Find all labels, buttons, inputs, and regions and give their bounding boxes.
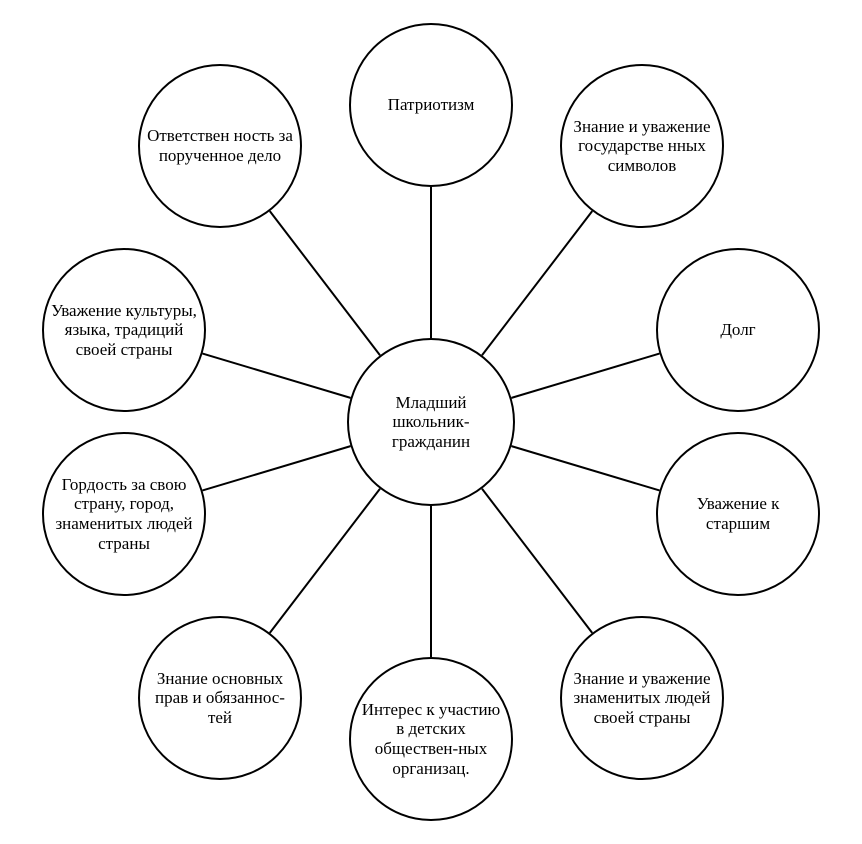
outer-node: Долг — [656, 248, 820, 412]
outer-node: Интерес к участию в детских обществен-ны… — [349, 657, 513, 821]
edge — [482, 489, 592, 633]
outer-node-label: Патриотизм — [357, 95, 505, 115]
center-node: Младший школьник-гражданин — [347, 338, 515, 506]
outer-node-label: Долг — [664, 320, 812, 340]
edge — [511, 446, 659, 490]
outer-node: Знание и уважение знаменитых людей своей… — [560, 616, 724, 780]
outer-node-label: Знание и уважение знаменитых людей своей… — [568, 669, 716, 728]
edge — [270, 489, 380, 633]
outer-node-label: Уважение к старшим — [664, 494, 812, 533]
outer-node: Уважение к старшим — [656, 432, 820, 596]
outer-node-label: Ответствен ность за порученное дело — [146, 126, 294, 165]
edge — [203, 446, 351, 490]
edge — [482, 211, 592, 355]
outer-node: Гордость за свою страну, город, знаменит… — [42, 432, 206, 596]
outer-node: Патриотизм — [349, 23, 513, 187]
outer-node-label: Знание основных прав и обязаннос-тей — [146, 669, 294, 728]
outer-node-label: Гордость за свою страну, город, знаменит… — [50, 475, 198, 553]
outer-node-label: Интерес к участию в детских обществен-ны… — [357, 700, 505, 778]
edge — [270, 211, 380, 355]
center-node-label: Младший школьник-гражданин — [355, 393, 507, 452]
outer-node: Ответствен ность за порученное дело — [138, 64, 302, 228]
edge — [203, 354, 351, 398]
outer-node: Знание основных прав и обязаннос-тей — [138, 616, 302, 780]
outer-node: Уважение культуры, языка, традиций своей… — [42, 248, 206, 412]
outer-node-label: Знание и уважение государстве нных симво… — [568, 117, 716, 176]
diagram-canvas: Патриотизм Знание и уважение государстве … — [0, 0, 862, 844]
outer-node-label: Уважение культуры, языка, традиций своей… — [50, 301, 198, 360]
edge — [511, 354, 659, 398]
outer-node: Знание и уважение государстве нных симво… — [560, 64, 724, 228]
